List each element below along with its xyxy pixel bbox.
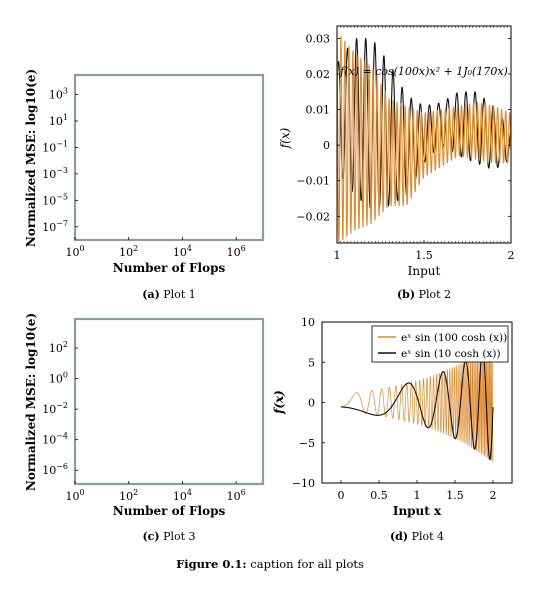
plot-4-caption-label: (d) [390, 530, 408, 543]
plot-1-frame [73, 73, 265, 242]
plot-1-caption: (a) Plot 1 [142, 288, 196, 301]
x-tick-label: 1 [334, 249, 341, 262]
plot-3-caption-label: (c) [142, 530, 159, 543]
x-tick-label: 0 [338, 489, 345, 502]
plot-3-caption: (c) Plot 3 [142, 530, 195, 543]
plot-2-caption-text: Plot 2 [419, 288, 451, 301]
x-tick-label: 104 [173, 488, 192, 503]
y-tick-label: −0.02 [296, 210, 330, 223]
figure-caption: Figure 0.1: caption for all plots [176, 557, 364, 571]
y-tick-label: −10 [292, 477, 315, 490]
plot-2-y-ticks: 0.03 0.02 0.01 0 −0.01 −0.02 [296, 32, 511, 223]
plot-1-x-label: Number of Flops [113, 261, 226, 275]
plot-4-legend: eˣ sin (100 cosh (x)) eˣ sin (10 cosh (x… [371, 325, 509, 363]
y-tick-label: −0.01 [296, 175, 330, 188]
plot-3-x-label: Number of Flops [113, 504, 226, 518]
y-tick-label: 10 [301, 316, 315, 329]
plot-4-caption: (d) Plot 4 [390, 530, 444, 543]
plot-1-caption-label: (a) [142, 288, 160, 301]
x-tick-label: 0.5 [370, 489, 388, 502]
plot-1-x-ticks: 100 102 104 106 [65, 237, 246, 259]
x-tick-label: 106 [227, 244, 246, 259]
plot-4-x-label: Input x [393, 504, 442, 518]
x-tick-label: 106 [227, 488, 246, 503]
y-tick-label: 101 [49, 113, 68, 128]
plot-3-caption-text: Plot 3 [163, 530, 195, 543]
plot-4-y-label: f(x) [272, 390, 286, 415]
plot-4-legend-label-slow: eˣ sin (10 cosh (x)) [401, 348, 501, 360]
y-tick-label: −5 [299, 437, 315, 450]
plot-2-caption-label: (b) [397, 288, 415, 301]
y-tick-label: 10−4 [42, 432, 68, 447]
y-tick-label: 102 [49, 340, 68, 355]
plot-2: 0.030.020.010−0.01−0.02 1 1.5 2 f(x) = cos… [278, 25, 515, 301]
y-tick-label: 0.02 [306, 68, 331, 81]
series-line-orange [337, 34, 511, 243]
plot-1-y-label: Normalized MSE: log10(e) [24, 69, 38, 247]
plot-3-y-ticks: 102 100 10−2 10−4 10−6 [42, 340, 78, 477]
plot-4-y-ticks: 10 5 0 −5 −10 [292, 316, 325, 490]
plot-2-caption: (b) Plot 2 [397, 288, 451, 301]
plot-2-y-label: f(x) [278, 127, 292, 149]
x-tick-label: 100 [65, 488, 84, 503]
x-tick-label: 102 [119, 488, 138, 503]
plot-1-y-ticks: 103 101 10−1 10−3 10−5 10−7 [42, 87, 78, 234]
y-tick-label: 0 [308, 397, 315, 410]
x-tick-label: 102 [119, 244, 138, 259]
plot-2-x-ticks: 1 1.5 2 [334, 26, 515, 262]
plot-4-caption-text: Plot 4 [412, 530, 444, 543]
plot-2-title: f(x) = cos(100x)x² + 1J₀(170x) [339, 65, 508, 78]
plot-1: 103 101 10−1 10−3 10−5 10−7 100 102 104 106 Numb… [24, 69, 265, 301]
y-tick-label: 10−6 [42, 462, 68, 477]
y-tick-label: 0 [323, 139, 330, 152]
plot-4-legend-label-fast: eˣ sin (100 cosh (x)) [401, 332, 507, 344]
y-tick-label: 0.01 [306, 104, 331, 117]
y-tick-label: 10−3 [42, 166, 68, 181]
plot-4-legend-box [371, 325, 509, 363]
plot-4: 10 5 0 −5 −10 0 0.5 1 1.5 2 eˣ sin (100 cosh (x)… [272, 316, 513, 543]
x-tick-label: 104 [173, 244, 192, 259]
plot-3-frame [73, 317, 265, 486]
y-tick-label: 5 [308, 356, 315, 369]
y-tick-label: 10−1 [42, 139, 68, 154]
plot-2-x-label: Input [408, 264, 441, 278]
series-line-slow [340, 350, 494, 461]
plot-3-x-ticks: 100 102 104 106 [65, 481, 246, 503]
plot-3-y-label: Normalized MSE: log10(e) [24, 313, 38, 491]
plot-1-caption-text: Plot 1 [163, 288, 195, 301]
plot-2-series [337, 34, 511, 243]
x-tick-label: 1 [414, 489, 421, 502]
plot-3: 102 100 10−2 10−4 10−6 100 102 104 106 Number o… [24, 313, 265, 543]
x-tick-label: 2 [508, 249, 515, 262]
plot-4-series [340, 343, 494, 463]
plot-4-x-ticks: 0 0.5 1 1.5 2 [338, 480, 497, 502]
y-tick-label: 10−2 [42, 401, 68, 416]
y-tick-label: 100 [49, 371, 68, 386]
y-tick-label: 10−7 [42, 219, 68, 234]
figure-caption-text: caption for all plots [250, 557, 364, 571]
y-tick-label: 10−5 [42, 192, 68, 207]
y-tick-label: 103 [49, 87, 68, 102]
x-tick-label: 1.5 [446, 489, 464, 502]
figure-caption-label: Figure 0.1: [176, 557, 247, 571]
y-tick-label: 0.03 [306, 32, 331, 45]
x-tick-label: 2 [490, 489, 497, 502]
x-tick-label: 100 [65, 244, 84, 259]
x-tick-label: 1.5 [415, 249, 433, 262]
